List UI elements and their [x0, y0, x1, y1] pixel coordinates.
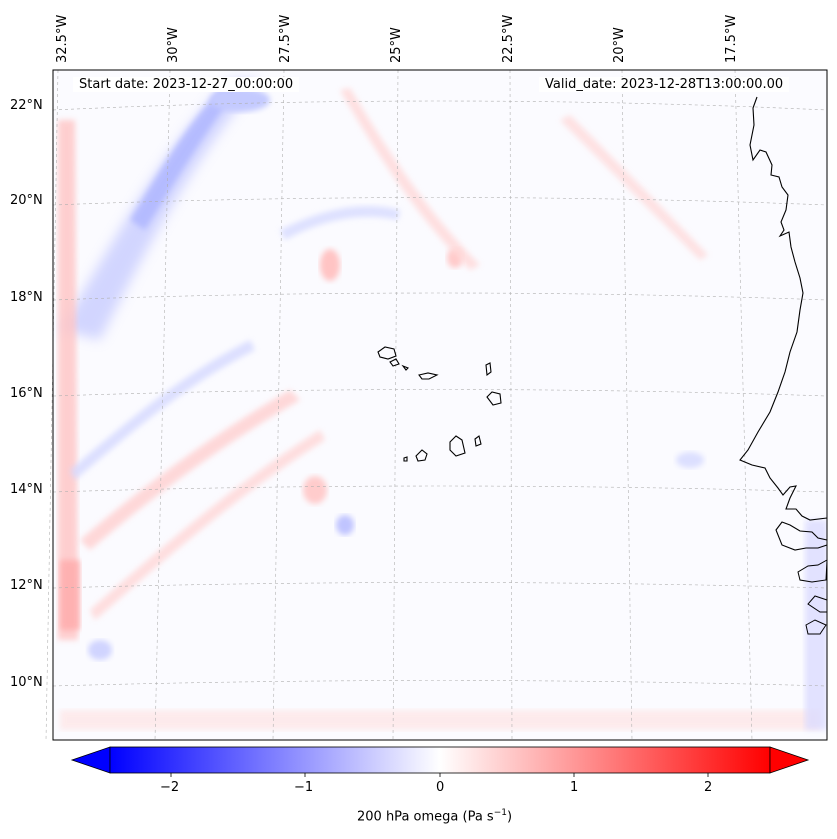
- lat-label: 18°N: [10, 290, 43, 305]
- coast-islands: [805, 619, 827, 635]
- guinea-bissau-coast: [775, 521, 828, 551]
- lat-label: 12°N: [10, 578, 43, 593]
- lon-label: 22.5°W: [501, 14, 516, 63]
- colorbar-gradient: [109, 746, 771, 774]
- colorbar-min-arrow: [70, 746, 111, 774]
- colorbar-max-arrow: [769, 746, 810, 774]
- lon-label: 20°W: [612, 27, 627, 63]
- lon-label: 30°W: [166, 27, 181, 63]
- colorbar-ticks: [170, 773, 709, 777]
- colorbar-tick-label: −2: [160, 780, 180, 795]
- start-date-label: Start date: 2023-12-27_00:00:00: [73, 77, 300, 92]
- colorbar-label-end: ): [506, 809, 513, 825]
- graticule: [45, 69, 828, 741]
- lat-label: 20°N: [10, 193, 43, 208]
- lat-label: 10°N: [10, 675, 43, 690]
- colorbar-label-sup: −1: [493, 808, 507, 818]
- cape-verde-islands: [377, 346, 502, 462]
- lon-label: 17.5°W: [724, 14, 739, 63]
- coast-islands: [797, 559, 828, 583]
- colorbar-tick-label: 1: [570, 780, 579, 795]
- african-coastline: [739, 96, 828, 521]
- lon-label: 25°W: [389, 27, 404, 63]
- colorbar: [70, 746, 810, 777]
- lat-label: 14°N: [10, 482, 43, 497]
- lon-label: 32.5°W: [55, 14, 70, 63]
- colorbar-label: 200 hPa omega (Pa s−1): [357, 808, 512, 824]
- lon-label: 27.5°W: [278, 14, 293, 63]
- colorbar-tick-label: 0: [436, 780, 445, 795]
- colorbar-tick-label: 2: [704, 780, 713, 795]
- map-frame: [52, 69, 828, 741]
- valid-date-label: Valid_date: 2023-12-28T13:00:00.00: [539, 77, 790, 92]
- omega-anomalies: [58, 80, 827, 730]
- colorbar-label-text: 200 hPa omega (Pa s: [357, 809, 494, 825]
- lat-label: 16°N: [10, 386, 43, 401]
- colorbar-tick-label: −1: [294, 780, 314, 795]
- lat-label: 22°N: [10, 98, 43, 113]
